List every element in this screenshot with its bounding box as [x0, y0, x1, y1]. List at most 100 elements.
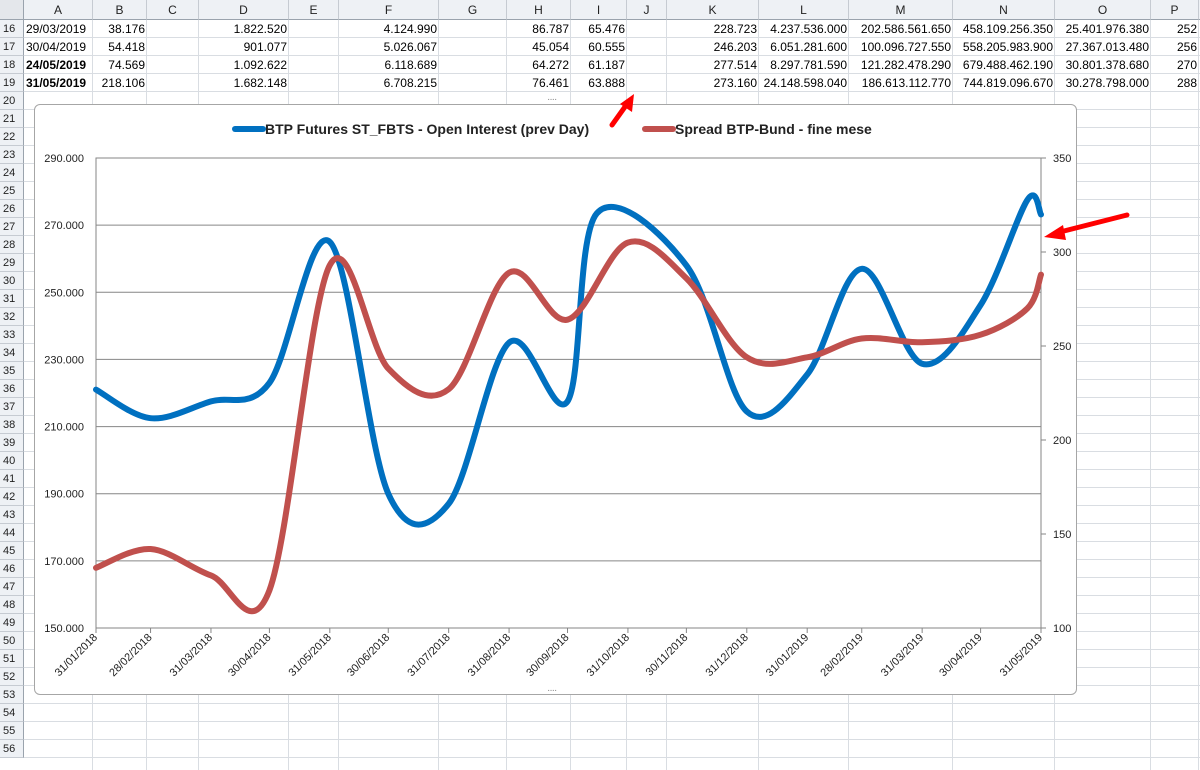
column-header-l[interactable]: L — [759, 0, 849, 20]
column-header-o[interactable]: O — [1055, 0, 1151, 20]
row-header-16[interactable]: 16 — [0, 20, 24, 38]
cell-b16[interactable]: 38.176 — [108, 22, 145, 36]
row-header-24[interactable]: 24 — [0, 164, 24, 182]
chart-object[interactable]: 150.000 170.000 190.000 210.000 230.000 250.0… — [34, 94, 1077, 698]
row-header-49[interactable]: 49 — [0, 614, 24, 632]
row-header-44[interactable]: 44 — [0, 524, 24, 542]
cell-i18[interactable]: 61.187 — [588, 58, 625, 72]
cell-a18[interactable]: 24/05/2019 — [26, 58, 87, 72]
row-header-53[interactable]: 53 — [0, 686, 24, 704]
row-header-36[interactable]: 36 — [0, 380, 24, 398]
cell-p16[interactable]: 252 — [1176, 22, 1197, 36]
cell-a19[interactable]: 31/05/2019 — [26, 76, 87, 90]
cell-a16[interactable]: 29/03/2019 — [26, 22, 87, 36]
cell-m18[interactable]: 121.282.478.290 — [860, 58, 951, 72]
column-header-c[interactable]: C — [147, 0, 199, 20]
row-header-48[interactable]: 48 — [0, 596, 24, 614]
cell-d16[interactable]: 1.822.520 — [233, 22, 287, 36]
cell-l18[interactable]: 8.297.781.590 — [770, 58, 847, 72]
cell-h18[interactable]: 64.272 — [532, 58, 569, 72]
cell-p17[interactable]: 256 — [1176, 40, 1197, 54]
cell-o17[interactable]: 27.367.013.480 — [1065, 40, 1149, 54]
cell-l19[interactable]: 24.148.598.040 — [763, 76, 847, 90]
column-header-j[interactable]: J — [627, 0, 667, 20]
row-header-21[interactable]: 21 — [0, 110, 24, 128]
row-header-25[interactable]: 25 — [0, 182, 24, 200]
row-header-51[interactable]: 51 — [0, 650, 24, 668]
cell-d18[interactable]: 1.092.622 — [233, 58, 287, 72]
column-header-f[interactable]: F — [339, 0, 439, 20]
cell-k18[interactable]: 277.514 — [713, 58, 757, 72]
cell-o18[interactable]: 30.801.378.680 — [1065, 58, 1149, 72]
cell-p18[interactable]: 270 — [1176, 58, 1197, 72]
column-header-p[interactable]: P — [1151, 0, 1199, 20]
cell-h16[interactable]: 86.787 — [532, 22, 569, 36]
cell-d19[interactable]: 1.682.148 — [233, 76, 287, 90]
cell-i16[interactable]: 65.476 — [588, 22, 625, 36]
cell-o16[interactable]: 25.401.976.380 — [1065, 22, 1149, 36]
cell-d17[interactable]: 901.077 — [243, 40, 287, 54]
cell-k16[interactable]: 228.723 — [713, 22, 757, 36]
column-header-e[interactable]: E — [289, 0, 339, 20]
row-header-28[interactable]: 28 — [0, 236, 24, 254]
row-header-54[interactable]: 54 — [0, 704, 24, 722]
cell-a17[interactable]: 30/04/2019 — [26, 40, 87, 54]
cell-n17[interactable]: 558.205.983.900 — [962, 40, 1053, 54]
row-header-46[interactable]: 46 — [0, 560, 24, 578]
row-header-23[interactable]: 23 — [0, 146, 24, 164]
cell-k17[interactable]: 246.203 — [713, 40, 757, 54]
cell-b18[interactable]: 74.569 — [108, 58, 145, 72]
row-header-41[interactable]: 41 — [0, 470, 24, 488]
row-header-52[interactable]: 52 — [0, 668, 24, 686]
row-header-18[interactable]: 18 — [0, 56, 24, 74]
row-header-56[interactable]: 56 — [0, 740, 24, 758]
cell-m19[interactable]: 186.613.112.770 — [861, 76, 951, 90]
column-header-g[interactable]: G — [439, 0, 507, 20]
cell-l17[interactable]: 6.051.281.600 — [770, 40, 847, 54]
column-header-i[interactable]: I — [571, 0, 627, 20]
cell-b19[interactable]: 218.106 — [101, 76, 145, 90]
row-header-55[interactable]: 55 — [0, 722, 24, 740]
cell-f16[interactable]: 4.124.990 — [383, 22, 437, 36]
cell-o19[interactable]: 30.278.798.000 — [1065, 76, 1149, 90]
cell-l16[interactable]: 4.237.536.000 — [770, 22, 847, 36]
row-header-29[interactable]: 29 — [0, 254, 24, 272]
row-header-26[interactable]: 26 — [0, 200, 24, 218]
cell-i17[interactable]: 60.555 — [588, 40, 625, 54]
column-header-d[interactable]: D — [199, 0, 289, 20]
cell-f19[interactable]: 6.708.215 — [383, 76, 437, 90]
row-header-38[interactable]: 38 — [0, 416, 24, 434]
cell-p19[interactable]: 288 — [1176, 76, 1197, 90]
row-header-35[interactable]: 35 — [0, 362, 24, 380]
cell-f17[interactable]: 5.026.067 — [383, 40, 437, 54]
row-header-39[interactable]: 39 — [0, 434, 24, 452]
row-header-17[interactable]: 17 — [0, 38, 24, 56]
column-header-b[interactable]: B — [93, 0, 147, 20]
row-header-33[interactable]: 33 — [0, 326, 24, 344]
cell-n16[interactable]: 458.109.256.350 — [962, 22, 1053, 36]
chart-resize-handle-bottom[interactable] — [547, 685, 561, 698]
cell-i19[interactable]: 63.888 — [588, 76, 625, 90]
cell-m16[interactable]: 202.586.561.650 — [860, 22, 951, 36]
cell-f18[interactable]: 6.118.689 — [384, 58, 438, 72]
cell-m17[interactable]: 100.096.727.550 — [860, 40, 951, 54]
row-header-45[interactable]: 45 — [0, 542, 24, 560]
row-header-31[interactable]: 31 — [0, 290, 24, 308]
row-header-19[interactable]: 19 — [0, 74, 24, 92]
cell-n19[interactable]: 744.819.096.670 — [962, 76, 1053, 90]
cell-h19[interactable]: 76.461 — [532, 76, 569, 90]
cell-k19[interactable]: 273.160 — [713, 76, 757, 90]
column-header-a[interactable]: A — [24, 0, 93, 20]
row-header-40[interactable]: 40 — [0, 452, 24, 470]
column-header-n[interactable]: N — [953, 0, 1055, 20]
row-header-37[interactable]: 37 — [0, 398, 24, 416]
row-header-47[interactable]: 47 — [0, 578, 24, 596]
cell-n18[interactable]: 679.488.462.190 — [962, 58, 1053, 72]
row-header-50[interactable]: 50 — [0, 632, 24, 650]
row-header-43[interactable]: 43 — [0, 506, 24, 524]
cell-h17[interactable]: 45.054 — [532, 40, 569, 54]
column-header-m[interactable]: M — [849, 0, 953, 20]
row-header-20[interactable]: 20 — [0, 92, 24, 110]
row-header-42[interactable]: 42 — [0, 488, 24, 506]
cell-b17[interactable]: 54.418 — [108, 40, 145, 54]
